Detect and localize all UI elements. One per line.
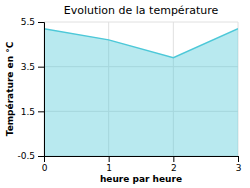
tick: -0.5 bbox=[17, 151, 44, 161]
plot: 0 1 2 3 -0.5 1.5 3.5 5.5 bbox=[17, 17, 241, 173]
tick-mark bbox=[38, 111, 44, 112]
axis-line bbox=[38, 23, 45, 157]
grid-line-y bbox=[44, 22, 238, 23]
tick: 1.5 bbox=[21, 107, 44, 117]
tick-label: 3 bbox=[236, 163, 242, 173]
tick: 0 bbox=[42, 156, 48, 173]
tick-mark bbox=[238, 156, 239, 162]
tick-label: 3.5 bbox=[21, 62, 35, 72]
line bbox=[44, 29, 238, 58]
tick-mark bbox=[38, 67, 44, 68]
tick: 3.5 bbox=[21, 62, 44, 72]
tick-label: 1.5 bbox=[21, 107, 35, 117]
tick-mark bbox=[173, 156, 174, 162]
tick-label: 0 bbox=[42, 163, 48, 173]
tick: 2 bbox=[171, 156, 177, 173]
chart: 0 1 2 3 -0.5 1.5 3.5 5.5 Evolution de la tempéra… bbox=[0, 0, 250, 188]
tick-mark bbox=[38, 156, 44, 157]
x-axis: 0 1 2 3 bbox=[42, 156, 242, 173]
marks bbox=[44, 29, 238, 156]
title: Evolution de la température bbox=[64, 4, 219, 17]
tick: 1 bbox=[106, 156, 112, 173]
tick-label: -0.5 bbox=[17, 151, 35, 161]
y-axis: -0.5 1.5 3.5 5.5 bbox=[17, 17, 44, 161]
axis-line bbox=[45, 157, 239, 163]
area bbox=[44, 29, 238, 156]
y-axis-title: Température en °C bbox=[5, 41, 15, 136]
tick-label: 2 bbox=[171, 163, 177, 173]
tick: 5.5 bbox=[21, 17, 44, 27]
grid bbox=[44, 22, 238, 156]
tick-label: 5.5 bbox=[21, 17, 35, 27]
x-axis-title: heure par heure bbox=[100, 174, 182, 184]
tick: 3 bbox=[236, 156, 242, 173]
tick-label: 1 bbox=[106, 163, 112, 173]
tick-mark bbox=[38, 22, 44, 23]
tick-mark bbox=[109, 156, 110, 162]
